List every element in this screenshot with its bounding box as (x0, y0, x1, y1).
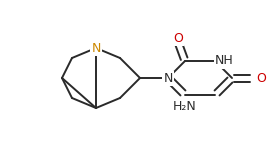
Text: N: N (91, 42, 101, 55)
Text: N: N (163, 72, 173, 85)
Text: O: O (173, 31, 183, 45)
Text: H₂N: H₂N (173, 100, 197, 113)
Text: NH: NH (215, 55, 234, 67)
Text: O: O (256, 72, 266, 85)
